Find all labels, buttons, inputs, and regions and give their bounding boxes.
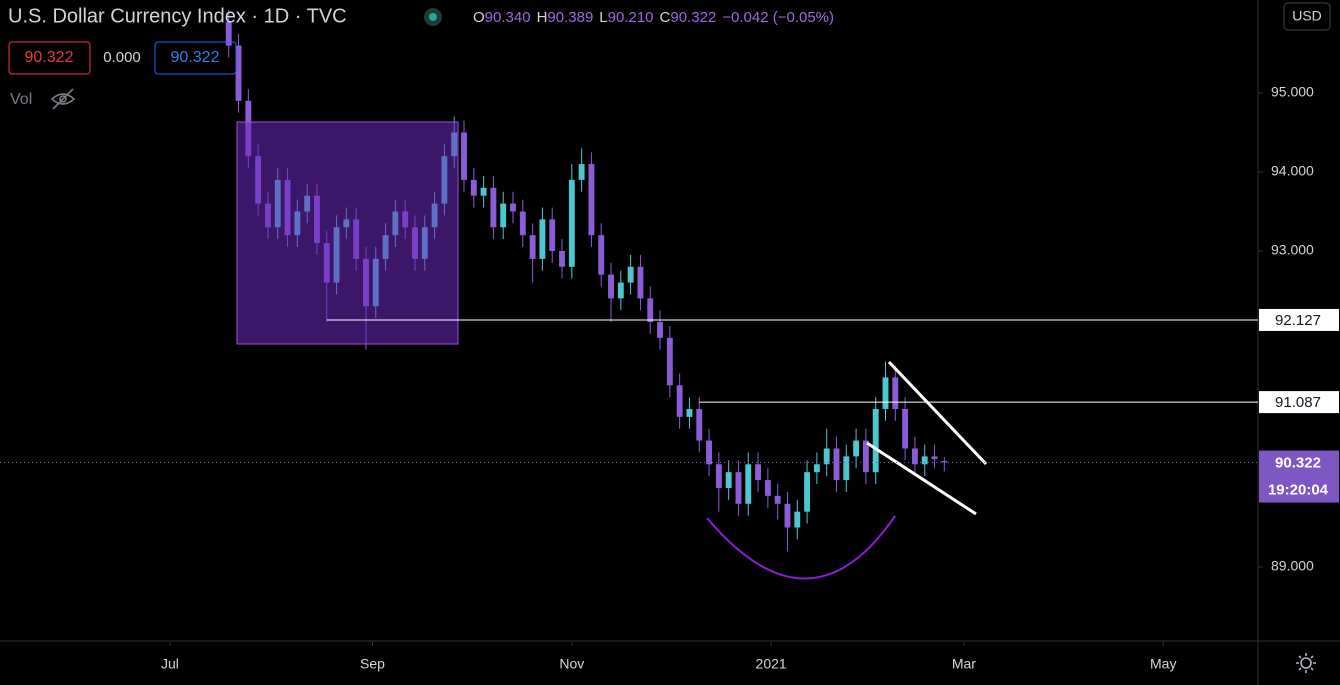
ohlc: O90.340 H90.389 L90.210 C90.322 −0.042 (−0.0… bbox=[473, 9, 834, 26]
ask-price: 90.322 bbox=[171, 49, 220, 66]
trend-line-upper bbox=[887, 360, 988, 466]
status-dot bbox=[429, 13, 437, 21]
candle-body bbox=[225, 21, 232, 46]
high-value: 90.389 bbox=[547, 9, 593, 26]
x-tick-label: Sep bbox=[360, 656, 385, 672]
candle-body bbox=[931, 456, 938, 460]
change-value: −0.042 (−0.05%) bbox=[722, 9, 834, 26]
candle-body bbox=[490, 187, 497, 228]
range-box bbox=[236, 121, 459, 345]
candle-body bbox=[676, 385, 683, 417]
chart-title: U.S. Dollar Currency Index · 1D · TVC bbox=[8, 5, 347, 27]
close-value: 90.322 bbox=[670, 9, 716, 26]
level-label: 92.127 bbox=[1275, 312, 1321, 329]
candle-body bbox=[882, 377, 889, 409]
candle-body bbox=[470, 179, 477, 196]
candle-body bbox=[774, 495, 781, 504]
rounding-arc bbox=[706, 515, 896, 580]
candle-body bbox=[627, 266, 634, 283]
vol-label: Vol bbox=[10, 91, 32, 108]
candle-body bbox=[755, 464, 762, 481]
candle-body bbox=[529, 235, 536, 259]
bid-box[interactable] bbox=[8, 41, 91, 75]
l-label: L bbox=[599, 9, 607, 26]
candle-body bbox=[941, 461, 948, 463]
candle-body bbox=[911, 448, 918, 465]
level-label-box bbox=[1259, 308, 1339, 331]
candle-body bbox=[617, 282, 624, 299]
candle-body bbox=[637, 266, 644, 299]
y-tick-label: 89.000 bbox=[1271, 558, 1314, 574]
c-label: C bbox=[660, 9, 671, 26]
candle-body bbox=[843, 456, 850, 481]
last-price-label: 90.322 bbox=[1275, 455, 1321, 472]
candle-body bbox=[853, 440, 860, 457]
candle-body bbox=[549, 219, 556, 251]
low-value: 90.210 bbox=[608, 9, 654, 26]
candle-body bbox=[745, 464, 752, 504]
currency-box[interactable] bbox=[1283, 2, 1331, 31]
candle-body bbox=[862, 440, 869, 473]
candle-body bbox=[686, 408, 693, 417]
candle-body bbox=[764, 480, 771, 496]
x-tick-label: Jul bbox=[161, 656, 179, 672]
candle-body bbox=[539, 219, 546, 259]
candle-body bbox=[598, 235, 605, 275]
h-label: H bbox=[537, 9, 548, 26]
x-tick-label: 2021 bbox=[756, 656, 787, 672]
candle-body bbox=[902, 408, 909, 449]
candle-body bbox=[696, 408, 703, 441]
x-tick-label: Mar bbox=[952, 656, 976, 672]
ask-box[interactable] bbox=[154, 41, 237, 75]
bid-price: 90.322 bbox=[25, 49, 74, 66]
candle-body bbox=[657, 322, 663, 338]
candle-body bbox=[500, 203, 507, 228]
open-value: 90.340 bbox=[485, 9, 531, 26]
candle-body bbox=[666, 337, 673, 386]
candle-body bbox=[647, 298, 654, 323]
candle-body bbox=[813, 464, 820, 473]
candle-body bbox=[519, 211, 526, 236]
y-tick-label: 94.000 bbox=[1271, 163, 1314, 179]
candle-body bbox=[804, 472, 811, 512]
x-tick-label: May bbox=[1150, 656, 1176, 672]
candle-body bbox=[872, 408, 879, 473]
countdown: 19:20:04 bbox=[1268, 482, 1329, 499]
y-tick-label: 93.000 bbox=[1271, 242, 1314, 258]
candle-body bbox=[715, 464, 722, 488]
candle-body bbox=[725, 472, 732, 488]
spread: 0.000 bbox=[103, 49, 141, 66]
candle-body bbox=[608, 274, 614, 299]
last-price-box bbox=[1259, 450, 1339, 503]
settings-icon[interactable] bbox=[1296, 653, 1316, 673]
candle-body bbox=[578, 164, 585, 180]
candle-body bbox=[559, 250, 565, 267]
candle-body bbox=[735, 472, 742, 504]
o-label: O bbox=[473, 9, 485, 26]
candle-body bbox=[833, 448, 840, 481]
candle-body bbox=[794, 511, 801, 528]
candle-body bbox=[823, 448, 830, 465]
candle-body bbox=[706, 440, 712, 465]
vol-hidden-icon[interactable] bbox=[50, 88, 76, 110]
candle-body bbox=[568, 179, 575, 267]
overlay: 92.127 91.087 90.322 19:20:04 bbox=[0, 308, 1339, 503]
candle-body bbox=[892, 377, 899, 409]
candle-body bbox=[461, 132, 467, 180]
candle-body bbox=[921, 456, 928, 465]
level-label: 91.087 bbox=[1275, 394, 1321, 411]
candle-body bbox=[235, 45, 242, 101]
currency: USD bbox=[1292, 8, 1322, 24]
y-tick-label: 95.000 bbox=[1271, 84, 1314, 100]
candle-body bbox=[784, 503, 791, 528]
candle-body bbox=[510, 203, 516, 212]
trend-line-lower bbox=[866, 441, 977, 516]
candle-body bbox=[480, 187, 487, 196]
candle-body bbox=[588, 164, 595, 236]
x-tick-label: Nov bbox=[559, 656, 584, 672]
level-label-box bbox=[1259, 391, 1339, 414]
